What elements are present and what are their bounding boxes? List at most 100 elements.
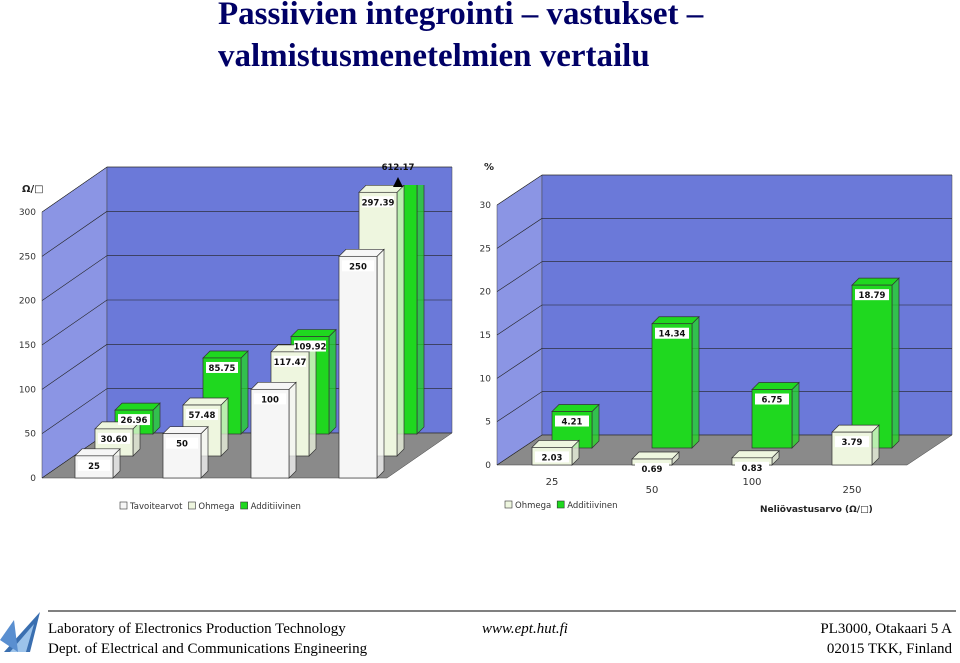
legend-label: Ohmega [198,502,234,512]
bar-top [851,277,900,286]
y-tick-label: 20 [480,288,492,298]
y-tick-label: 5 [485,418,491,428]
label-box [186,409,218,421]
y-axis-title: % [484,162,494,173]
legend-label: Ohmega [515,501,551,511]
bar-side [328,328,337,435]
bar-side [220,397,229,457]
label-box [655,327,689,339]
value-label: 109.92 [294,343,327,353]
legend-swatch [119,501,128,510]
legend-swatch [504,500,513,509]
y-axis-title: Ω/□ [22,184,44,195]
footer-dept: Dept. of Electrical and Communications E… [48,641,368,657]
y-tick-label: 10 [480,374,492,384]
legend-label: Additiivinen [567,501,617,511]
label-box [555,415,589,427]
grid-line [41,299,452,346]
value-label: 25 [88,462,100,472]
bar-top [162,426,209,435]
label-box [835,436,869,448]
y-tick-label: 15 [480,331,491,341]
y-tick-label: 0 [30,474,36,484]
grid-line [41,166,452,213]
bar-top [114,402,161,411]
grid-line [496,391,952,422]
y-tick-label: 30 [480,201,492,211]
value-label: 612.17 [382,163,415,173]
value-label: 0.83 [742,464,763,474]
bar-top [551,404,600,412]
bar-side [376,248,385,479]
x-tick-label: 250 [842,485,861,496]
label-box [166,437,198,449]
bar [851,284,893,449]
grid-line [496,218,952,249]
x-tick-label: 50 [646,485,659,496]
label-box [855,289,889,301]
value-label: 85.75 [209,364,236,374]
value-labels: 4.21 14.34 6.75 18.79 2.03 0.69 0.83 3.79 [535,289,889,475]
grid-line [41,211,452,257]
value-label: 26.96 [121,416,148,426]
label-box [254,393,286,405]
label-box [98,432,130,444]
value-label: 4.21 [562,418,583,428]
overflow-arrow [393,177,403,187]
bar-top [751,382,800,390]
bar-side [396,185,405,457]
value-label: 6.75 [762,396,783,406]
bar-top [631,451,680,460]
value-label: 57.48 [189,411,216,421]
grid-line [41,255,452,301]
value-label: 3.79 [842,438,863,448]
bar-top [338,248,385,257]
legend-label: Additiivinen [251,502,301,512]
y-tick-label: 150 [19,341,36,351]
label-box [755,393,789,405]
grid-line [496,304,952,336]
label-box [294,340,326,352]
y-tick-label: 0 [485,461,491,471]
y-tick-label: 250 [19,252,36,262]
value-label: 250 [349,262,367,272]
bar-top [202,350,249,359]
label-box [206,361,238,373]
bar-side [691,315,700,449]
label-box [635,463,669,475]
bar-top [182,397,229,406]
value-label: 117.47 [274,358,307,368]
bar-side [288,381,297,479]
slide-title: Passiivien integrointi – vastukset – [218,0,704,32]
bar-top [250,381,297,390]
bar-top [831,424,880,433]
grid-line [496,174,952,206]
value-label: 18.79 [859,291,886,301]
label-box [118,414,150,426]
bar-top [290,329,337,337]
logo [0,612,40,652]
bar-top [531,440,580,448]
label-box [362,196,394,208]
value-label: 2.03 [542,453,563,463]
grid-line [496,348,952,379]
value-labels: 26.96 85.75 109.92 612.17 30.60 57.48 117.47 29… [78,163,415,472]
value-label: 30.60 [101,435,128,445]
legend-swatch [556,500,565,509]
grid-line [496,261,952,292]
footer-address: PL3000, Otakaari 5 A [820,621,952,637]
footer-url: www.ept.hut.fi [482,621,568,637]
x-tick-label: 100 [742,477,761,488]
grid-line [41,388,452,434]
value-label: 14.34 [659,330,686,340]
bar-top [731,450,780,459]
footer-city: 02015 TKK, Finland [827,641,953,657]
bar-top [74,448,121,457]
value-label: 0.69 [642,465,663,475]
legend-swatch [188,501,196,510]
grid-line [496,434,952,466]
bar-side [308,343,317,457]
label-box [535,451,569,463]
bar-side [891,277,900,449]
